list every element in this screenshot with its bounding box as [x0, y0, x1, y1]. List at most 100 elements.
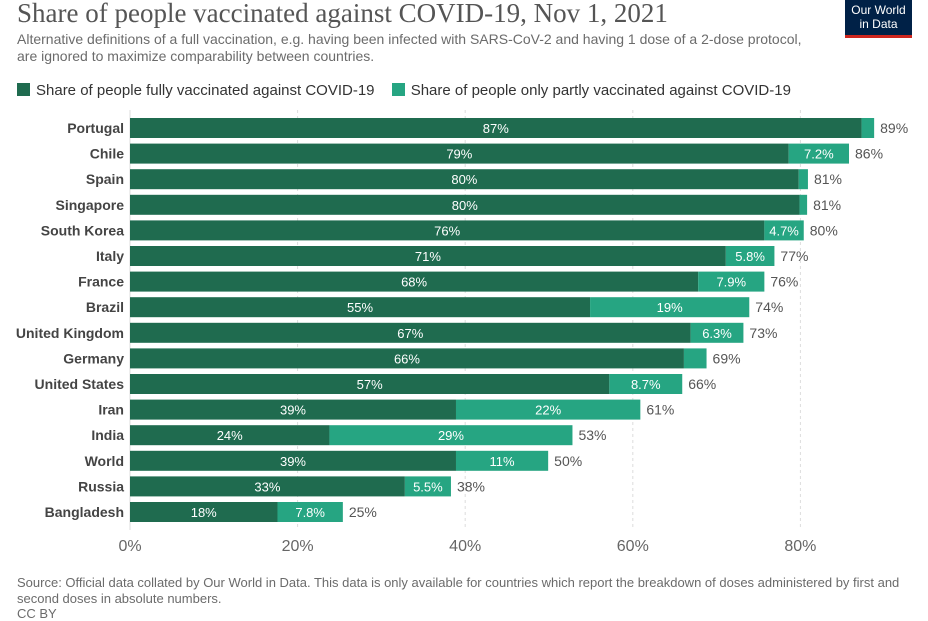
- bar-partly-vaccinated[interactable]: [455, 399, 641, 420]
- bar-total-label: 74%: [755, 299, 783, 315]
- bar-partly-vaccinated[interactable]: [798, 169, 808, 190]
- bar-value-label-full: 18%: [191, 505, 217, 520]
- bar-partly-vaccinated[interactable]: [455, 450, 549, 471]
- bar-value-label-partial: 5.5%: [413, 479, 443, 494]
- bar-partly-vaccinated[interactable]: [609, 374, 683, 394]
- bar-partly-vaccinated[interactable]: [764, 220, 804, 241]
- category-label: South Korea: [41, 222, 124, 238]
- bar-value-label-partial: 7.2%: [804, 147, 834, 162]
- bar-value-label-full: 79%: [446, 147, 472, 162]
- bar-partly-vaccinated[interactable]: [698, 271, 765, 292]
- category-label: Brazil: [86, 299, 124, 315]
- bar-value-label-partial: 22%: [535, 403, 561, 418]
- bar-value-label-partial: 6.3%: [702, 326, 732, 341]
- category-label: Spain: [86, 171, 124, 187]
- bar-value-label-full: 68%: [401, 275, 427, 290]
- bar-value-label-partial: 11%: [490, 454, 515, 469]
- bar-total-label: 89%: [880, 120, 908, 136]
- x-tick-label: 40%: [449, 538, 481, 555]
- bar-fully-vaccinated[interactable]: [130, 220, 765, 241]
- category-label: United Kingdom: [16, 325, 124, 341]
- bar-value-label-full: 67%: [397, 326, 423, 341]
- category-label: Portugal: [67, 120, 124, 136]
- bar-fully-vaccinated[interactable]: [130, 297, 591, 318]
- bar-total-label: 86%: [855, 146, 883, 162]
- bar-partly-vaccinated[interactable]: [590, 297, 750, 318]
- bar-fully-vaccinated[interactable]: [130, 143, 789, 164]
- bar-value-label-partial: 19%: [657, 300, 683, 315]
- bar-total-label: 38%: [457, 478, 485, 494]
- bar-value-label-full: 57%: [357, 377, 383, 392]
- license-note: CC BY: [17, 606, 57, 621]
- category-label: Italy: [96, 248, 124, 264]
- bar-total-label: 80%: [810, 222, 838, 238]
- bar-fully-vaccinated[interactable]: [130, 118, 862, 138]
- category-label: India: [91, 427, 124, 443]
- bar-value-label-partial: 8.7%: [631, 377, 661, 392]
- bar-value-label-full: 55%: [347, 300, 373, 315]
- chart-title: Share of people vaccinated against COVID…: [17, 0, 668, 28]
- bar-total-label: 61%: [646, 402, 674, 418]
- x-tick-label: 20%: [282, 538, 314, 555]
- bar-fully-vaccinated[interactable]: [130, 271, 699, 292]
- bar-fully-vaccinated[interactable]: [130, 374, 610, 394]
- bar-fully-vaccinated[interactable]: [130, 246, 726, 266]
- category-label: World: [85, 453, 124, 469]
- logo-line-2: in Data: [859, 17, 898, 31]
- legend-label-partial: Share of people only partly vaccinated a…: [410, 82, 791, 99]
- bar-partly-vaccinated[interactable]: [683, 348, 707, 369]
- bar-value-label-full: 66%: [394, 351, 420, 366]
- logo-line-1: Our World: [851, 3, 906, 17]
- bar-fully-vaccinated[interactable]: [130, 169, 799, 190]
- bar-partly-vaccinated[interactable]: [799, 194, 808, 215]
- bar-total-label: 81%: [813, 197, 841, 213]
- bar-fully-vaccinated[interactable]: [130, 450, 456, 471]
- legend-label-full: Share of people fully vaccinated against…: [36, 82, 375, 99]
- category-label: Iran: [98, 402, 124, 418]
- category-label: France: [78, 274, 124, 290]
- bar-value-label-partial: 7.9%: [716, 275, 746, 290]
- bar-total-label: 66%: [688, 376, 716, 392]
- bar-partly-vaccinated[interactable]: [329, 425, 573, 446]
- bar-partly-vaccinated[interactable]: [861, 118, 875, 138]
- chart-subtitle: Alternative definitions of a full vaccin…: [17, 31, 802, 64]
- bar-value-label-full: 71%: [415, 249, 441, 264]
- bar-fully-vaccinated[interactable]: [130, 502, 278, 522]
- bar-total-label: 50%: [554, 453, 582, 469]
- bar-total-label: 25%: [349, 504, 377, 520]
- legend-item-partial[interactable]: Share of people only partly vaccinated a…: [391, 82, 791, 99]
- bar-fully-vaccinated[interactable]: [130, 476, 405, 497]
- legend-swatch-full: [17, 83, 30, 96]
- bar-total-label: 69%: [713, 350, 741, 366]
- bar-total-label: 81%: [814, 171, 842, 187]
- bar-fully-vaccinated[interactable]: [130, 425, 330, 446]
- bar-value-label-full: 39%: [280, 403, 306, 418]
- bar-partly-vaccinated[interactable]: [788, 143, 850, 164]
- owid-logo[interactable]: Our World in Data: [845, 0, 912, 38]
- bar-partly-vaccinated[interactable]: [404, 476, 451, 497]
- bar-partly-vaccinated[interactable]: [690, 322, 744, 343]
- category-label: Germany: [63, 350, 124, 366]
- category-label: United States: [35, 376, 125, 392]
- bar-chart: 0% 20% 40% 60% 80% Portugal 87% 89% Chile 79% 7.2%…: [16, 110, 908, 555]
- bar-value-label-full: 24%: [217, 428, 243, 443]
- bar-value-label-partial: 29%: [438, 428, 464, 443]
- bar-value-label-full: 80%: [452, 198, 478, 213]
- category-label: Bangladesh: [45, 504, 124, 520]
- bar-fully-vaccinated[interactable]: [130, 348, 684, 369]
- bar-value-label-partial: 4.7%: [769, 223, 799, 238]
- bar-fully-vaccinated[interactable]: [130, 194, 800, 215]
- legend-item-full[interactable]: Share of people fully vaccinated against…: [17, 82, 375, 99]
- legend-swatch-partial: [391, 83, 405, 96]
- bar-partly-vaccinated[interactable]: [725, 246, 775, 266]
- bar-value-label-partial: 5.8%: [735, 249, 765, 264]
- category-label: Russia: [78, 478, 124, 494]
- bar-value-label-full: 87%: [483, 121, 509, 136]
- bar-fully-vaccinated[interactable]: [130, 399, 456, 420]
- bar-fully-vaccinated[interactable]: [130, 322, 691, 343]
- source-note: Source: Official data collated by Our Wo…: [17, 575, 900, 606]
- bar-partly-vaccinated[interactable]: [277, 502, 343, 522]
- bar-value-label-partial: 7.8%: [295, 505, 325, 520]
- bar-total-label: 53%: [578, 427, 606, 443]
- x-tick-label: 80%: [784, 538, 816, 555]
